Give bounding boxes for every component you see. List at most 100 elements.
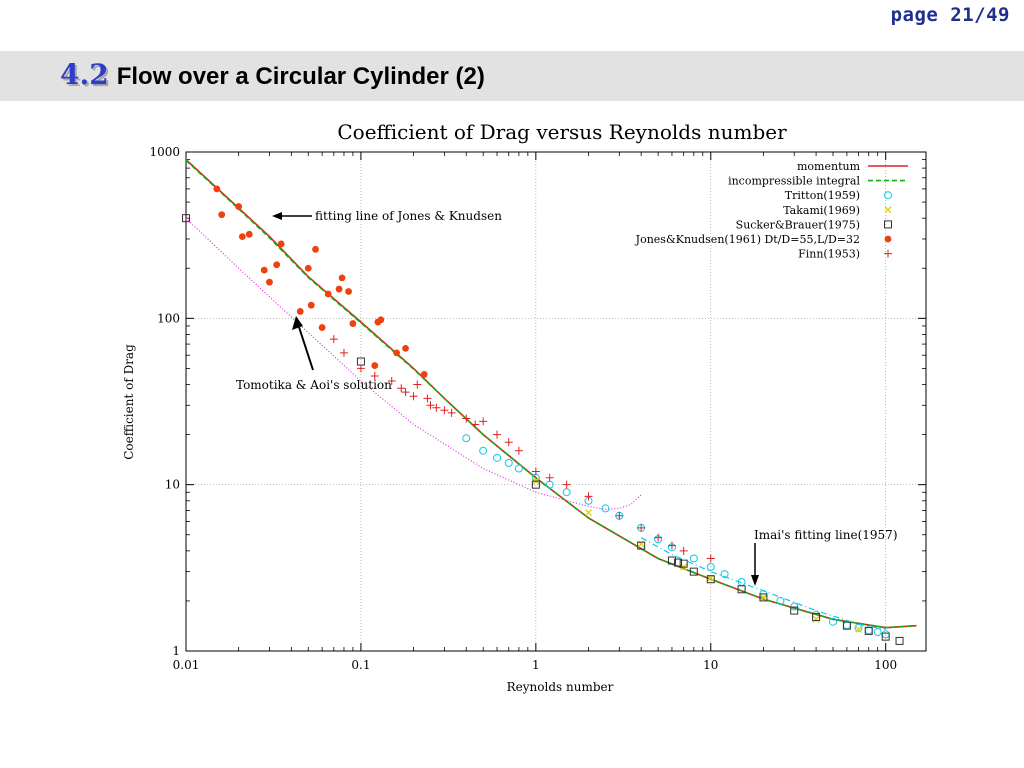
data-point	[759, 593, 768, 602]
data-point	[402, 344, 409, 352]
legend-swatch	[884, 249, 892, 258]
data-point	[706, 575, 715, 584]
legend-swatch	[884, 235, 892, 243]
data-point	[312, 245, 319, 253]
title-bar	[0, 51, 1024, 101]
data-point	[479, 417, 488, 426]
y-tick-label: 100	[157, 311, 180, 325]
x-axis-label: Reynolds number	[507, 680, 614, 694]
data-point	[504, 438, 513, 447]
data-point	[667, 541, 676, 550]
data-point	[462, 414, 471, 423]
annotation-text: fitting line of Jones & Knudsen	[315, 209, 502, 223]
data-point	[471, 420, 480, 429]
series-7	[185, 217, 642, 511]
annotation-text: Tomotika & Aoi's solution	[236, 378, 392, 392]
y-tick-label: 1	[172, 644, 180, 658]
data-point	[637, 523, 646, 532]
series-line	[185, 217, 642, 511]
data-point	[493, 430, 502, 439]
data-point	[339, 348, 348, 357]
data-point	[873, 628, 882, 637]
legend-label: Tritton(1959)	[785, 189, 860, 202]
legend-label: Finn(1953)	[798, 248, 860, 261]
data-point	[514, 464, 523, 473]
data-point	[531, 467, 540, 476]
data-point	[462, 434, 471, 443]
slide-title: 4.2 Flow over a Circular Cylinder (2)	[60, 58, 485, 91]
data-point	[413, 380, 422, 389]
data-point	[737, 585, 746, 594]
annotation-imai: Imai's fitting line(1957)	[751, 528, 898, 586]
data-point	[447, 408, 456, 417]
data-point	[277, 240, 285, 248]
data-point	[706, 562, 715, 571]
legend-swatch	[884, 220, 892, 229]
data-point	[654, 533, 663, 542]
chart-series	[182, 159, 917, 645]
chart-legend: momentum incompressible integralTritton(1…	[635, 160, 908, 261]
series-line	[640, 537, 886, 630]
x-tick-label: 0.1	[351, 658, 370, 672]
data-point	[329, 335, 338, 344]
data-point	[689, 554, 698, 563]
y-tick-labels: 1 10 100 1000	[149, 145, 180, 658]
data-point	[585, 509, 592, 517]
data-point	[260, 266, 268, 274]
y-tick-label: 10	[165, 478, 180, 492]
series-6	[329, 335, 715, 563]
data-point	[881, 630, 890, 639]
data-point	[338, 274, 346, 282]
data-point	[706, 554, 715, 563]
data-point	[864, 626, 873, 635]
data-point	[864, 626, 873, 635]
series-4	[182, 214, 904, 645]
data-point	[855, 625, 863, 633]
data-point	[401, 388, 410, 397]
data-point	[273, 261, 281, 269]
data-point	[235, 203, 243, 210]
page-number: page 21/49	[890, 4, 1010, 26]
legend-label: Jones&Knudsen(1961) Dt/D=55,L/D=32	[635, 233, 860, 246]
data-point	[667, 556, 676, 565]
data-point	[562, 488, 571, 497]
slide-title-text: Flow over a Circular Cylinder (2)	[116, 63, 485, 90]
data-point	[829, 617, 838, 626]
data-point	[790, 606, 799, 615]
data-point	[637, 541, 646, 550]
legend-swatch	[884, 206, 892, 214]
y-tick-label: 1000	[149, 145, 180, 159]
data-point	[409, 392, 418, 401]
data-point	[776, 596, 785, 605]
data-point	[335, 285, 343, 293]
data-point	[790, 602, 799, 611]
data-point	[440, 406, 449, 415]
data-point	[349, 320, 357, 327]
data-point	[504, 458, 513, 467]
data-point	[584, 492, 593, 501]
data-point	[393, 349, 401, 357]
data-point	[266, 278, 273, 286]
data-point	[182, 214, 190, 223]
data-point	[356, 364, 365, 373]
data-point	[842, 621, 851, 630]
legend-swatch	[884, 191, 892, 200]
data-point	[304, 264, 312, 272]
data-point	[213, 185, 221, 193]
data-point	[812, 615, 820, 623]
y-axis-label: Coefficient of Drag	[122, 344, 136, 460]
x-tick-labels: 0.01 0.1 1 10 100	[173, 658, 898, 672]
data-point	[812, 613, 821, 622]
data-point	[307, 301, 315, 309]
x-tick-label: 0.01	[173, 658, 200, 672]
series-8	[640, 537, 886, 630]
annotation-jones-knudsen: fitting line of Jones & Knudsen	[272, 209, 502, 223]
data-point	[562, 480, 571, 489]
data-point	[842, 621, 851, 630]
data-point	[318, 324, 326, 331]
annotation-tomotika-aoi: Tomotika & Aoi's solution	[236, 316, 392, 392]
data-point	[545, 473, 554, 482]
legend-label: momentum	[797, 160, 861, 173]
data-point	[601, 504, 610, 513]
